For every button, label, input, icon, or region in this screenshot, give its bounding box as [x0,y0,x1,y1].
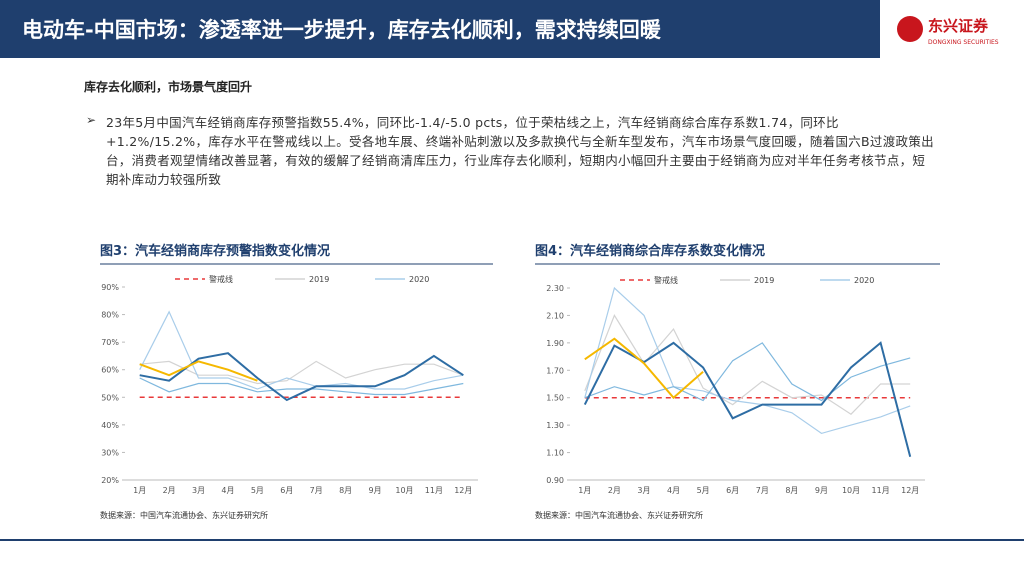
x-tick-label: 5月 [697,486,710,495]
x-tick-label: 6月 [280,486,293,495]
chart-title: 图3：汽车经销商库存预警指数变化情况 [100,243,330,259]
x-tick-label: 8月 [785,486,798,495]
series-line [139,360,258,382]
y-tick-label: 2.30 [546,284,564,293]
x-tick-label: 11月 [425,486,443,495]
y-tick-label: 80% [101,311,119,320]
header-title: 电动车-中国市场：渗透率进一步提升，库存去化顺利，需求持续回暖 [22,18,661,42]
y-tick-label: 50% [101,393,119,402]
x-tick-label: 3月 [192,486,205,495]
source-note: 数据来源：中国汽车流通协会、东兴证券研究所 [100,510,268,520]
x-tick-label: 9月 [368,486,381,495]
x-tick-label: 11月 [872,486,890,495]
logo-graphic: 东兴证券 DONGXING SECURITIES [897,16,999,46]
x-tick-label: 1月 [578,486,591,495]
series-line [584,286,911,435]
bullet-text: 23年5月中国汽车经销商库存预警指数55.4%，同环比-1.4/-5.0 pct… [106,115,934,187]
x-tick-label: 5月 [251,486,264,495]
x-tick-label: 1月 [133,486,146,495]
legend-label: 2019 [754,276,774,285]
y-tick-label: 1.70 [546,366,564,375]
y-tick-label: 20% [101,476,119,485]
series-line [139,360,464,385]
y-tick-label: 1.10 [546,449,564,458]
x-tick-label: 4月 [667,486,680,495]
y-tick-label: 2.10 [546,311,564,320]
series-line [583,341,912,457]
chart-title: 图4：汽车经销商综合库存系数变化情况 [535,243,765,259]
x-tick-label: 7月 [756,486,769,495]
x-tick-label: 2月 [608,486,621,495]
logo: 东兴证券 DONGXING SECURITIES [880,0,1024,58]
subtitle: 库存去化顺利，市场景气度回升 [84,80,253,94]
legend-label: 2019 [309,275,329,284]
x-tick-label: 6月 [726,486,739,495]
logo-en: DONGXING SECURITIES [928,39,999,46]
series-line [584,314,911,415]
y-tick-label: 30% [101,448,119,457]
y-tick-label: 40% [101,421,119,430]
x-tick-label: 2月 [163,486,176,495]
series-line [139,310,464,390]
series-line [584,342,911,402]
bullet-marker: ➢ [86,113,97,127]
x-tick-label: 12月 [454,486,472,495]
x-tick-label: 10月 [395,486,413,495]
y-tick-label: 0.90 [546,476,564,485]
x-tick-label: 4月 [221,486,234,495]
source-note: 数据来源：中国汽车流通协会、东兴证券研究所 [535,510,703,520]
x-tick-label: 7月 [310,486,323,495]
legend-label: 警戒线 [654,275,678,285]
y-tick-label: 1.90 [546,339,564,348]
logo-icon [897,16,923,42]
y-tick-label: 70% [101,338,119,347]
y-tick-label: 60% [101,366,119,375]
series-line [139,377,464,396]
x-tick-label: 12月 [901,486,919,495]
x-tick-label: 3月 [637,486,650,495]
series-line [139,352,464,402]
y-tick-label: 1.50 [546,394,564,403]
x-tick-label: 9月 [815,486,828,495]
header-bar [0,0,880,58]
logo-text: 东兴证券 [928,17,989,35]
legend-label: 2020 [409,275,429,284]
x-tick-label: 10月 [842,486,860,495]
y-tick-label: 1.30 [546,421,564,430]
legend-label: 2020 [854,276,874,285]
y-tick-label: 90% [101,283,119,292]
legend-label: 警戒线 [209,274,233,284]
x-tick-label: 8月 [339,486,352,495]
series-line [584,337,704,400]
